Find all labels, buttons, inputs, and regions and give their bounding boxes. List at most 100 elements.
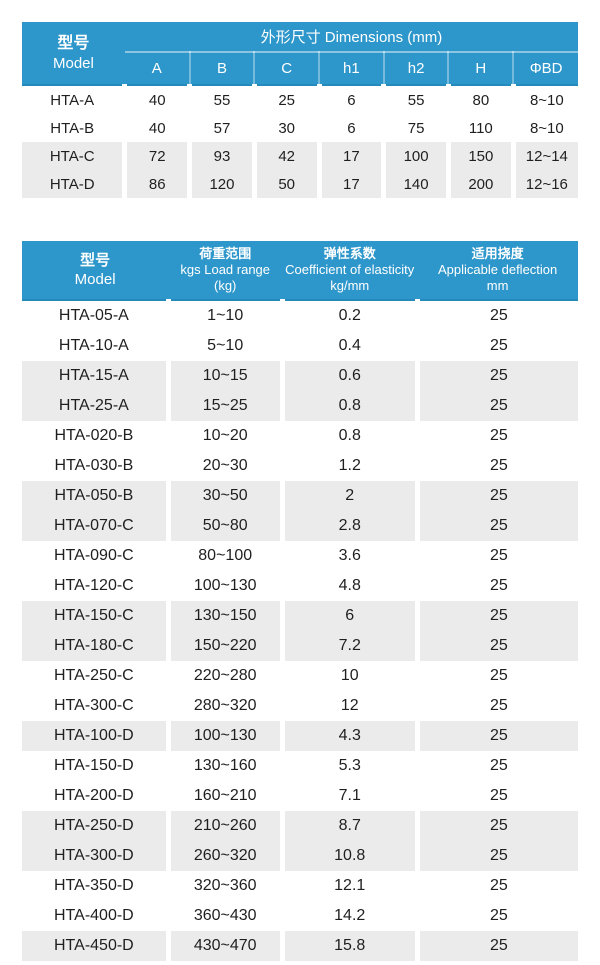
table-row: HTA-B 40 57 30 6 75 110 8~10 [22,114,578,142]
model-cell: HTA-250-D [22,811,169,841]
value-cell: 80 [445,85,514,114]
value-cell: 25 [414,331,578,361]
value-cell: 1~10 [165,300,283,331]
model-cell: HTA-400-D [54,907,134,924]
dimensions-table-body: HTA-A 40 55 25 6 55 80 8~10 HTA-B 40 57 30 6 75 110 8~1… [22,85,578,198]
table-row: HTA-250-C 220~280 10 25 [22,661,578,691]
value-cell: 80~100 [165,541,283,571]
value-cell: 0.4 [279,331,418,361]
value-cell: 12.1 [279,871,418,901]
model-cell: HTA-050-B [22,481,169,511]
value-cell: 4.3 [279,721,418,751]
table-row: HTA-070-C 50~80 2.8 25 [22,511,578,541]
load-range-label-unit: (kg) [214,278,237,293]
model-cell: HTA-090-C [54,547,134,564]
model-cell: HTA-100-D [22,721,169,751]
table-row: HTA-020-B 10~20 0.8 25 [22,421,578,451]
model-cell: HTA-030-B [54,457,134,474]
value-cell: 110 [445,114,514,142]
dimensions-group-header: 外形尺寸 Dimensions (mm) [124,22,578,53]
dimensions-table: 型号 Model 外形尺寸 Dimensions (mm) A B C h1 h… [22,22,578,198]
value-cell: 25 [414,361,578,391]
value-cell: 25 [414,451,578,481]
value-cell: 210~260 [165,811,283,841]
value-cell: 12 [279,691,418,721]
value-cell: 15~25 [165,391,283,421]
value-cell: 360~430 [165,901,283,931]
value-cell: 55 [381,85,449,114]
value-cell: 30~50 [165,481,283,511]
model-cell: HTA-350-D [54,877,134,894]
value-cell: 150~220 [165,631,283,661]
value-cell: 1.2 [279,451,418,481]
column-header-h: H [447,52,514,86]
value-cell: 8~10 [510,85,578,114]
value-cell: 7.1 [279,781,418,811]
table-row: HTA-150-C 130~150 6 25 [22,601,578,631]
value-cell: 120 [187,170,255,198]
model-cell: HTA-25-A [22,391,169,421]
load-range-label-cn: 荷重范围 [199,246,252,261]
table-row: HTA-300-C 280~320 12 25 [22,691,578,721]
load-spec-table-header: 型号 Model 荷重范围 kgs Load range (kg) 弹性系数 C… [22,241,578,301]
value-cell: 8.7 [279,811,418,841]
model-cell: HTA-020-B [54,427,134,444]
value-cell: 10.8 [279,841,418,871]
value-cell: 25 [414,751,578,781]
table-row: HTA-10-A 5~10 0.4 25 [22,331,578,361]
value-cell: 20~30 [165,451,283,481]
value-cell: 2 [279,481,418,511]
model-cell: HTA-10-A [58,337,129,354]
table-row: HTA-100-D 100~130 4.3 25 [22,721,578,751]
value-cell: 30 [251,114,320,142]
table-row: HTA-C 72 93 42 17 100 150 12~14 [22,142,578,170]
value-cell: 4.8 [279,571,418,601]
load-range-label-en: kgs Load range [180,262,271,277]
load-range-column-header: 荷重范围 kgs Load range (kg) [168,241,283,301]
value-cell: 200 [445,170,514,198]
column-header-b: B [188,52,255,86]
value-cell: 25 [414,300,578,331]
column-header-bd: ΦBD [512,52,578,86]
value-cell: 25 [414,601,578,631]
value-cell: 25 [414,931,578,961]
table-row: HTA-350-D 320~360 12.1 25 [22,871,578,901]
value-cell: 86 [122,170,190,198]
value-cell: 25 [414,661,578,691]
value-cell: 57 [187,114,255,142]
model-cell: HTA-150-D [54,757,134,774]
table-row: HTA-050-B 30~50 2 25 [22,481,578,511]
model-cell: HTA-B [50,119,95,137]
value-cell: 72 [122,142,190,170]
value-cell: 75 [381,114,449,142]
table-row: HTA-300-D 260~320 10.8 25 [22,841,578,871]
load-spec-table-body: HTA-05-A 1~10 0.2 25 HTA-10-A 5~10 0.4 25 HTA-15… [22,300,578,961]
value-cell: 6 [316,85,384,114]
value-cell: 50~80 [165,511,283,541]
value-cell: 6 [279,601,418,631]
table-row: HTA-450-D 430~470 15.8 25 [22,931,578,961]
value-cell: 50 [251,170,320,198]
model-label-cn: 型号 [80,252,111,269]
table-row: HTA-150-D 130~160 5.3 25 [22,751,578,781]
value-cell: 40 [122,114,190,142]
value-cell: 10~20 [165,421,283,451]
table-row: HTA-400-D 360~430 14.2 25 [22,901,578,931]
table-row: HTA-25-A 15~25 0.8 25 [22,391,578,421]
table-row: HTA-D 86 120 50 17 140 200 12~16 [22,170,578,198]
value-cell: 150 [445,142,514,170]
value-cell: 42 [251,142,320,170]
model-column-header: 型号 Model [22,22,125,86]
value-cell: 0.2 [279,300,418,331]
value-cell: 260~320 [165,841,283,871]
value-cell: 25 [414,481,578,511]
table-row: HTA-A 40 55 25 6 55 80 8~10 [22,85,578,114]
value-cell: 140 [381,170,449,198]
model-cell: HTA-450-D [22,931,169,961]
value-cell: 3.6 [279,541,418,571]
model-cell: HTA-200-D [54,787,134,804]
value-cell: 12~14 [510,142,578,170]
elasticity-label-unit: kg/mm [330,278,370,293]
table-row: HTA-090-C 80~100 3.6 25 [22,541,578,571]
